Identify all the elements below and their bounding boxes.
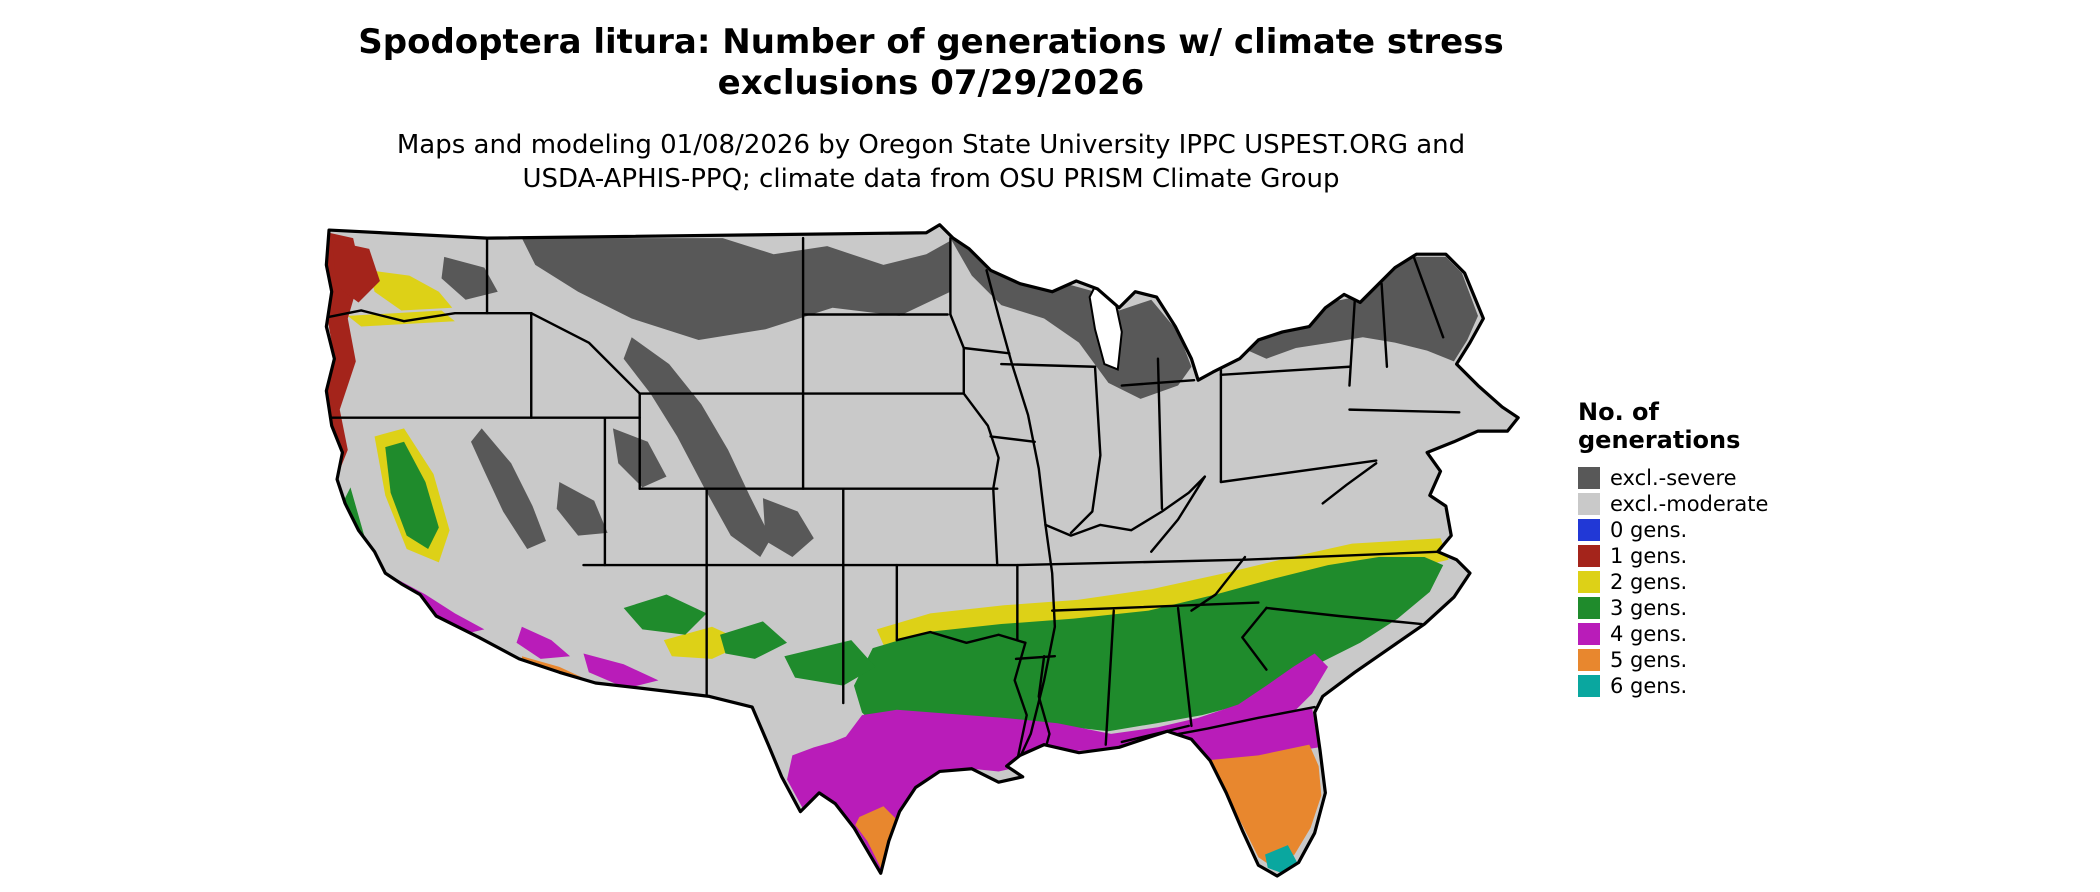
region-1-gens [326, 232, 380, 477]
legend-title: No. of generations [1578, 398, 1768, 454]
legend-items: excl.-severe excl.-moderate 0 gens. 1 ge… [1578, 466, 1769, 698]
legend-title-line2: generations [1578, 426, 1741, 454]
legend-item-label: 0 gens. [1610, 518, 1688, 542]
legend-item: 4 gens. [1578, 622, 1768, 646]
legend-swatch [1578, 545, 1600, 567]
us-outline [324, 223, 1520, 878]
legend-item: excl.-moderate [1578, 492, 1769, 516]
legend-item: excl.-severe [1578, 466, 1768, 490]
map-subtitle-line1: Maps and modeling 01/08/2026 by Oregon S… [396, 130, 1466, 160]
legend-item-label: 2 gens. [1610, 570, 1688, 594]
legend-item: 6 gens. [1578, 674, 1768, 698]
us-map [321, 214, 1553, 884]
region-6-gens [1265, 845, 1298, 874]
legend-item-label: 5 gens. [1610, 648, 1688, 672]
map-title: Spodoptera litura: Number of generations… [0, 22, 1862, 104]
us-map-svg [324, 223, 1520, 878]
legend-item-label: 1 gens. [1610, 544, 1688, 568]
region-excl-severe [441, 238, 1479, 558]
legend: No. of generations excl.-severe excl.-mo… [1578, 398, 1768, 701]
legend-swatch [1578, 571, 1600, 593]
map-header: Spodoptera litura: Number of generations… [0, 22, 1862, 196]
legend-swatch [1578, 623, 1600, 645]
legend-item: 0 gens. [1578, 518, 1768, 542]
legend-swatch [1578, 467, 1600, 489]
legend-item: 5 gens. [1578, 648, 1768, 672]
legend-item: 1 gens. [1578, 544, 1768, 568]
legend-swatch [1578, 493, 1600, 515]
legend-swatch [1578, 519, 1600, 541]
legend-swatch [1578, 675, 1600, 697]
legend-item: 3 gens. [1578, 596, 1768, 620]
map-title-line1: Spodoptera litura: Number of generations… [358, 22, 1504, 62]
legend-swatch [1578, 649, 1600, 671]
legend-item-label: 4 gens. [1610, 622, 1688, 646]
map-title-line2: exclusions 07/29/2026 [717, 63, 1145, 103]
legend-item-label: excl.-moderate [1610, 492, 1769, 516]
legend-item-label: 3 gens. [1610, 596, 1688, 620]
map-subtitle-line2: USDA-APHIS-PPQ; climate data from OSU PR… [522, 164, 1340, 194]
legend-item: 2 gens. [1578, 570, 1768, 594]
legend-title-line1: No. of [1578, 398, 1659, 426]
legend-swatch [1578, 597, 1600, 619]
legend-item-label: excl.-severe [1610, 466, 1737, 490]
map-subtitle: Maps and modeling 01/08/2026 by Oregon S… [0, 128, 1862, 196]
legend-item-label: 6 gens. [1610, 674, 1688, 698]
